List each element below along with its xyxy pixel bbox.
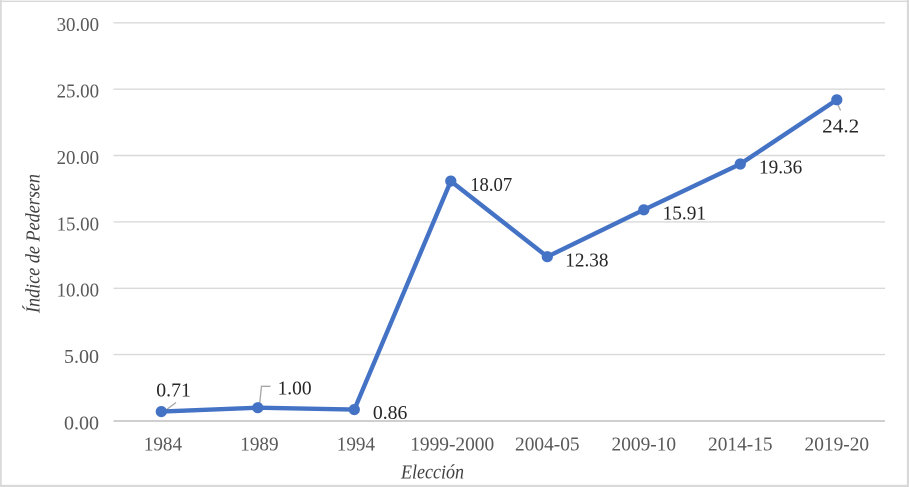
svg-text:1984: 1984 (144, 434, 182, 456)
svg-text:Índice de Pedersen: Índice de Pedersen (22, 174, 45, 314)
svg-text:2009-10: 2009-10 (612, 434, 677, 456)
svg-text:15.00: 15.00 (57, 213, 99, 235)
svg-text:1.00: 1.00 (278, 377, 312, 399)
svg-text:24.2: 24.2 (822, 116, 859, 138)
svg-text:0.86: 0.86 (373, 402, 408, 424)
svg-text:1989: 1989 (240, 434, 278, 456)
svg-text:5.00: 5.00 (64, 346, 99, 368)
svg-text:12.38: 12.38 (565, 249, 608, 271)
svg-text:19.36: 19.36 (759, 156, 802, 178)
svg-text:Elección: Elección (400, 462, 464, 484)
svg-text:18.07: 18.07 (470, 174, 512, 196)
svg-text:30.00: 30.00 (57, 14, 99, 36)
svg-text:1994: 1994 (337, 434, 375, 456)
svg-text:2019-20: 2019-20 (805, 434, 870, 456)
svg-text:2014-15: 2014-15 (708, 434, 773, 456)
svg-text:25.00: 25.00 (57, 81, 99, 103)
svg-text:20.00: 20.00 (57, 147, 99, 169)
svg-text:15.91: 15.91 (663, 203, 706, 225)
svg-text:0.71: 0.71 (156, 379, 191, 401)
svg-text:10.00: 10.00 (57, 280, 99, 302)
svg-text:2004-05: 2004-05 (515, 434, 580, 456)
svg-text:0.00: 0.00 (64, 412, 99, 434)
svg-text:1999-2000: 1999-2000 (410, 434, 494, 456)
